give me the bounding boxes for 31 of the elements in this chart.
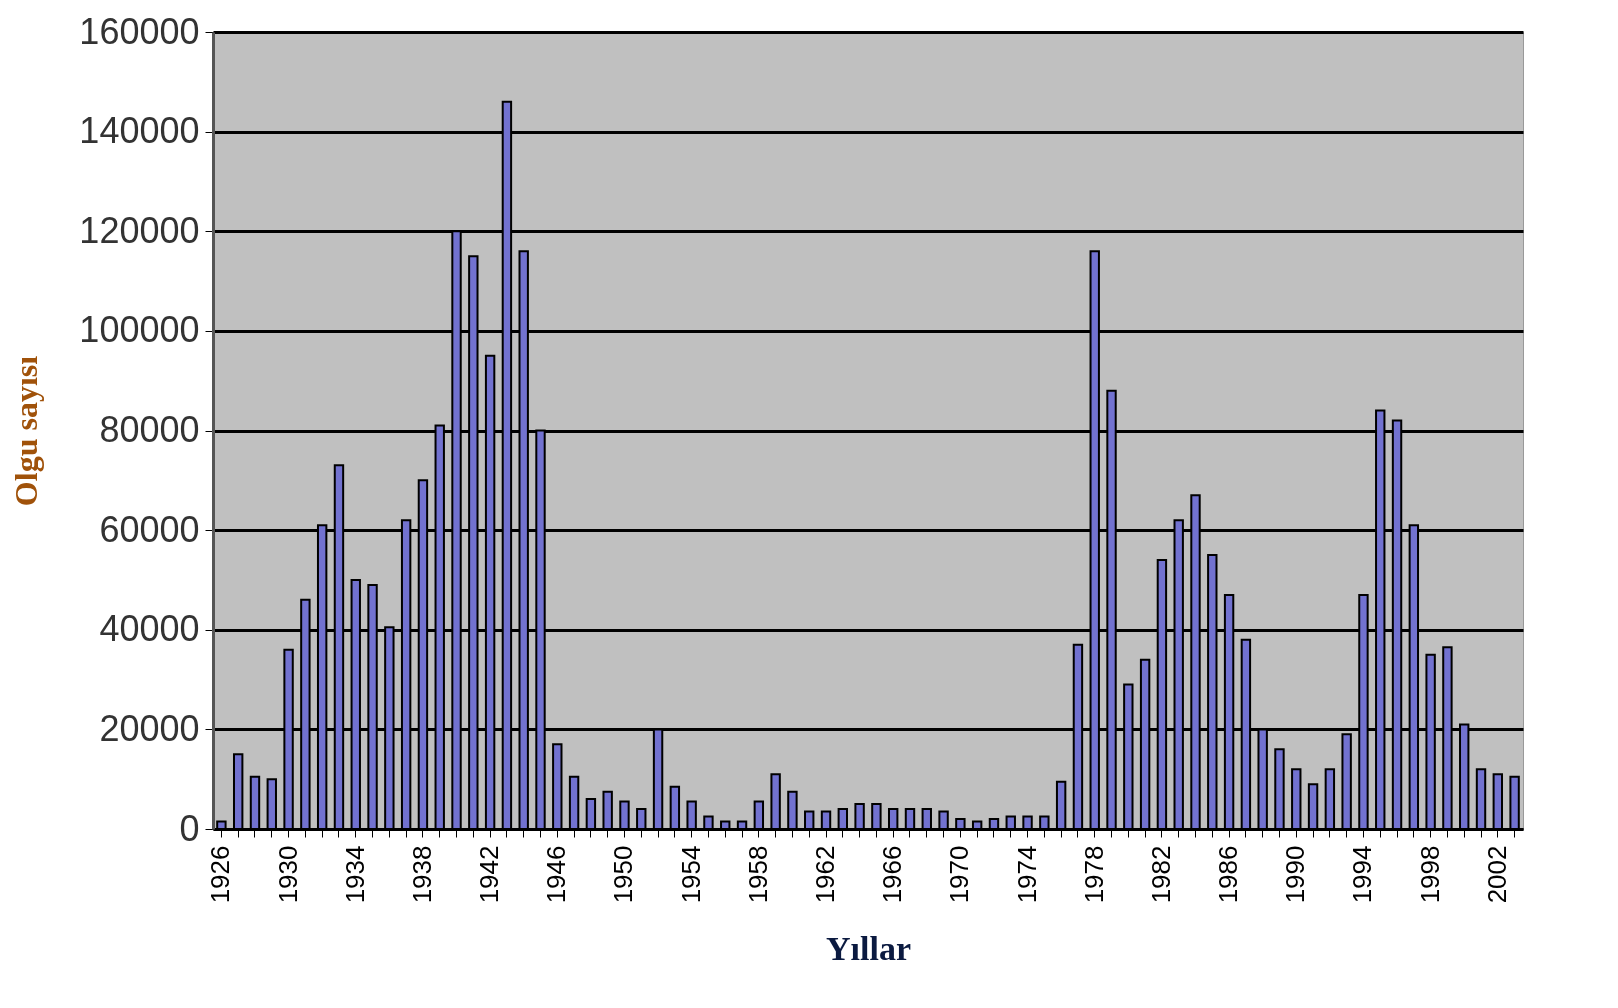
- x-tick-label: 2002: [1481, 845, 1512, 904]
- x-tick-label: 1966: [877, 845, 908, 904]
- y-tick-label: 0: [179, 807, 200, 849]
- y-tick-label: 160000: [79, 10, 200, 52]
- x-tick-label: 1930: [272, 845, 303, 904]
- y-tick-label: 60000: [99, 508, 200, 550]
- x-tick-label: 1986: [1213, 845, 1244, 904]
- y-tick-label: 40000: [99, 608, 200, 650]
- x-tick-label: 1938: [406, 845, 437, 904]
- x-tick-label: 1982: [1145, 845, 1176, 904]
- x-tick-label: 1950: [608, 845, 639, 904]
- y-axis-title: Olgu sayısı: [8, 355, 45, 507]
- y-tick-label: 100000: [79, 309, 200, 351]
- x-tick-label: 1974: [1011, 845, 1042, 904]
- y-tick-label: 140000: [79, 110, 200, 152]
- y-tick-label: 120000: [79, 209, 200, 251]
- y-tick-label: 80000: [99, 409, 200, 450]
- x-tick-label: 1954: [675, 845, 706, 904]
- x-tick-label: 1962: [810, 845, 841, 904]
- x-tick-label: 1958: [742, 845, 773, 904]
- x-tick-label: 1978: [1078, 845, 1109, 904]
- x-tick-label: 1942: [474, 845, 505, 904]
- x-tick-label: 1998: [1414, 845, 1445, 904]
- x-tick-label: 1990: [1280, 845, 1311, 904]
- x-tick-label: 1994: [1347, 845, 1378, 904]
- x-tick-label: 1934: [339, 845, 370, 904]
- x-tick-label: 1926: [205, 845, 236, 904]
- y-tick-label: 20000: [99, 707, 200, 749]
- x-tick-label: 1970: [944, 845, 975, 904]
- x-tick-label: 1946: [541, 845, 572, 904]
- x-axis-title: Yıllar: [826, 930, 911, 968]
